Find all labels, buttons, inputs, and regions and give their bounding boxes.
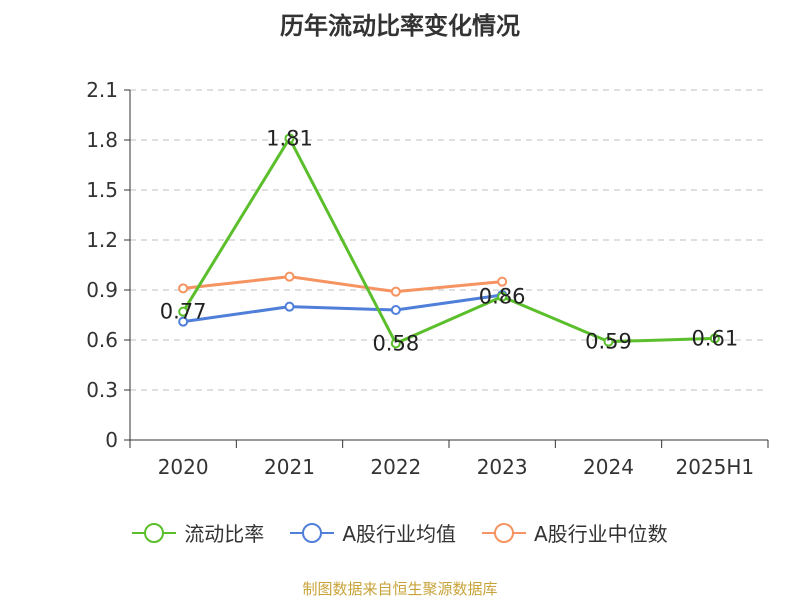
series-line xyxy=(181,136,715,345)
legend-label-industry-mean: A股行业均值 xyxy=(342,522,456,546)
data-label: 0.59 xyxy=(585,330,632,354)
series-line xyxy=(182,293,503,324)
x-tick-label: 2022 xyxy=(370,455,421,479)
y-tick-label: 1.2 xyxy=(86,228,118,252)
data-label: 1.81 xyxy=(266,126,313,150)
data-source-note: 制图数据来自恒生聚源数据库 xyxy=(302,580,498,598)
x-tick-label: 2023 xyxy=(477,455,528,479)
series-0 xyxy=(178,133,720,349)
legend-label-industry-median: A股行业中位数 xyxy=(534,522,668,546)
data-point xyxy=(284,133,295,144)
y-tick-label: 1.5 xyxy=(86,178,118,202)
x-tick-label: 2024 xyxy=(583,455,634,479)
legend-item-industry-mean[interactable]: A股行业均值 xyxy=(290,518,456,547)
series-line xyxy=(183,275,503,294)
legend-marker-current-ratio xyxy=(132,521,177,545)
data-point xyxy=(178,306,189,317)
legend-label-current-ratio: 流动比率 xyxy=(184,522,265,546)
data-label: 0.58 xyxy=(372,331,419,355)
series-2 xyxy=(178,271,508,297)
chart-title: 历年流动比率变化情况 xyxy=(280,12,520,40)
legend-item-industry-median[interactable]: A股行业中位数 xyxy=(482,518,668,547)
y-tick-label: 2.1 xyxy=(86,78,118,102)
data-point xyxy=(178,316,189,327)
data-point xyxy=(497,291,508,302)
x-tick-label: 2025H1 xyxy=(675,455,754,479)
y-tick-label: 0 xyxy=(105,428,118,452)
data-point xyxy=(284,271,295,282)
y-tick-label: 0.6 xyxy=(86,328,118,352)
legend-item-current-ratio[interactable]: 流动比率 xyxy=(132,518,264,547)
x-tick-label: 2020 xyxy=(158,455,209,479)
data-point xyxy=(390,286,401,297)
legend-marker-industry-median xyxy=(482,521,526,545)
data-point xyxy=(603,336,614,347)
data-point xyxy=(709,333,720,344)
data-point xyxy=(284,301,295,312)
series-1 xyxy=(178,290,508,327)
legend-marker-industry-mean xyxy=(290,521,335,545)
data-point xyxy=(497,276,508,287)
data-label: 0.86 xyxy=(479,285,526,309)
legend: 流动比率 A股行业均值 A股行业中位数 xyxy=(0,518,800,547)
data-point xyxy=(390,305,401,315)
data-point xyxy=(390,338,401,349)
data-label: 0.77 xyxy=(160,300,207,324)
data-point xyxy=(178,283,189,294)
y-tick-label: 0.9 xyxy=(86,278,118,302)
y-tick-label: 1.8 xyxy=(86,128,118,152)
y-tick-label: 0.3 xyxy=(86,378,118,402)
x-tick-label: 2021 xyxy=(264,455,315,479)
data-label: 0.61 xyxy=(691,326,738,350)
